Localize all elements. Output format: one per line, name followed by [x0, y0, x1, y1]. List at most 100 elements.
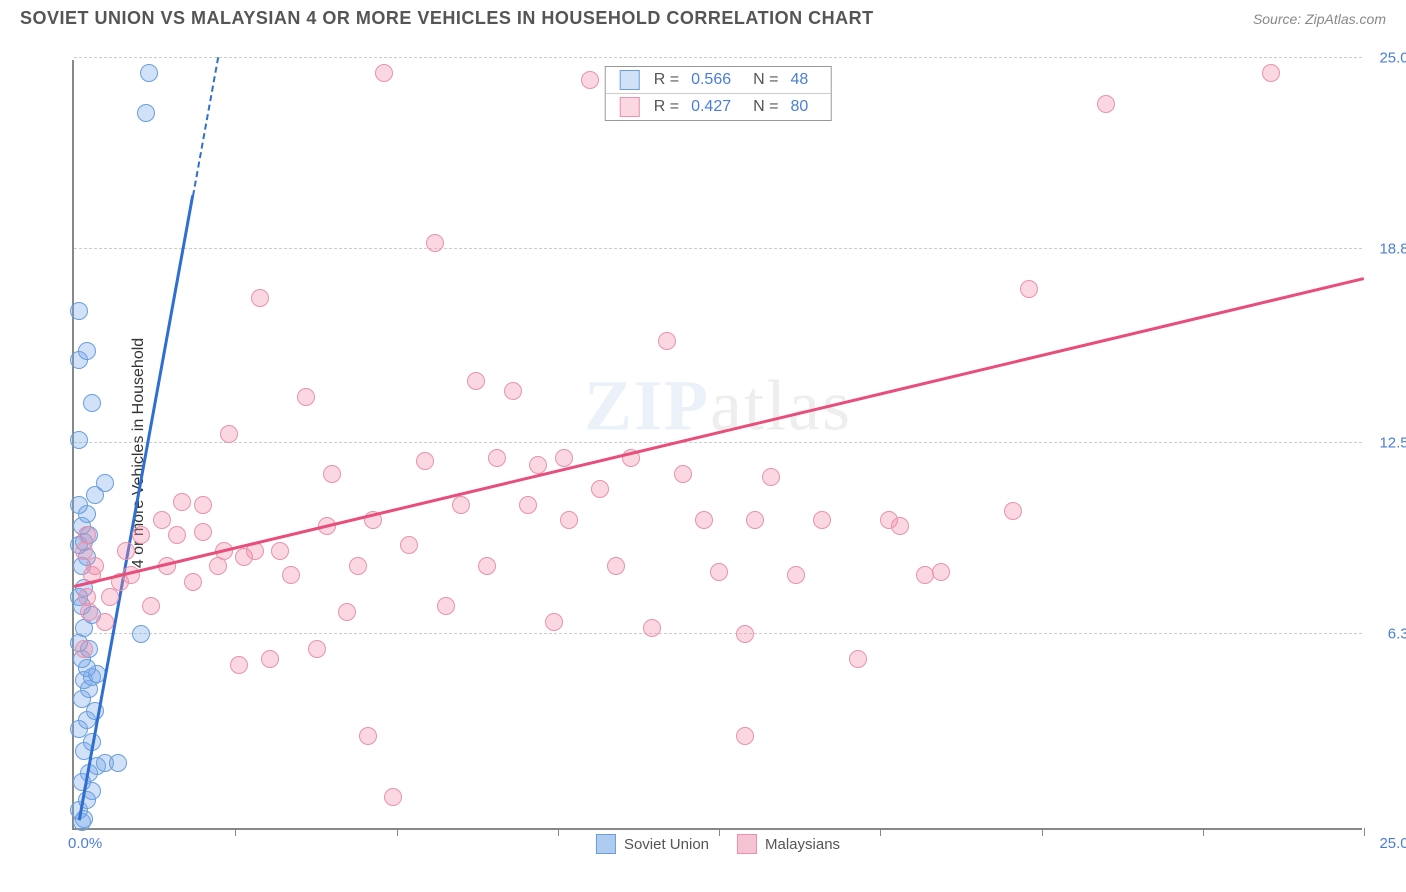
scatter-point: [519, 496, 537, 514]
scatter-point: [194, 523, 212, 541]
scatter-point: [736, 625, 754, 643]
scatter-point: [384, 788, 402, 806]
scatter-point: [932, 563, 950, 581]
scatter-point: [297, 388, 315, 406]
scatter-point: [607, 557, 625, 575]
scatter-point: [1097, 95, 1115, 113]
scatter-point: [96, 474, 114, 492]
scatter-point: [545, 613, 563, 631]
x-tick: [1042, 828, 1043, 836]
scatter-point: [736, 727, 754, 745]
stat-n-value: 80: [790, 98, 808, 116]
scatter-point: [658, 332, 676, 350]
x-tick: [235, 828, 236, 836]
stat-r-label: R =: [654, 98, 679, 116]
gridline-h: [74, 442, 1362, 443]
scatter-point: [349, 557, 367, 575]
watermark: ZIPatlas: [584, 364, 852, 447]
scatter-point: [710, 563, 728, 581]
scatter-point: [813, 511, 831, 529]
stats-legend: R =0.566N =48R =0.427N =80: [605, 66, 832, 121]
scatter-point: [746, 511, 764, 529]
scatter-point: [70, 302, 88, 320]
legend-label: Soviet Union: [624, 836, 709, 853]
gridline-h: [74, 57, 1362, 58]
scatter-point: [75, 542, 93, 560]
scatter-point: [220, 425, 238, 443]
stat-r-value: 0.427: [691, 98, 731, 116]
scatter-point: [452, 496, 470, 514]
scatter-point: [137, 104, 155, 122]
x-tick: [1364, 828, 1365, 836]
chart-source: Source: ZipAtlas.com: [1253, 11, 1386, 27]
scatter-point: [787, 566, 805, 584]
scatter-point: [101, 588, 119, 606]
scatter-point: [581, 71, 599, 89]
trend-line-extrapolated: [192, 57, 219, 196]
scatter-point: [338, 603, 356, 621]
scatter-point: [437, 597, 455, 615]
scatter-point: [96, 613, 114, 631]
scatter-point: [591, 480, 609, 498]
y-tick-label: 18.8%: [1379, 240, 1406, 257]
stat-r-value: 0.566: [691, 71, 731, 89]
scatter-point: [674, 465, 692, 483]
scatter-point: [142, 597, 160, 615]
legend-swatch: [620, 70, 640, 90]
scatter-point: [891, 517, 909, 535]
scatter-point: [194, 496, 212, 514]
scatter-point: [83, 394, 101, 412]
scatter-point: [78, 342, 96, 360]
scatter-point: [504, 382, 522, 400]
plot-area: ZIPatlas 0.0% 25.0% R =0.566N =48R =0.42…: [72, 60, 1362, 830]
scatter-point: [70, 431, 88, 449]
scatter-point: [282, 566, 300, 584]
x-tick: [719, 828, 720, 836]
scatter-point: [400, 536, 418, 554]
scatter-point: [86, 557, 104, 575]
y-tick-label: 25.0%: [1379, 50, 1406, 67]
stat-n-label: N =: [753, 71, 778, 89]
chart-header: SOVIET UNION VS MALAYSIAN 4 OR MORE VEHI…: [0, 0, 1406, 33]
scatter-point: [140, 64, 158, 82]
chart-container: 4 or more Vehicles in Household ZIPatlas…: [44, 48, 1384, 858]
scatter-point: [251, 289, 269, 307]
scatter-point: [153, 511, 171, 529]
scatter-point: [1262, 64, 1280, 82]
y-tick-label: 12.5%: [1379, 435, 1406, 452]
scatter-point: [375, 64, 393, 82]
scatter-point: [849, 650, 867, 668]
x-tick: [880, 828, 881, 836]
scatter-point: [478, 557, 496, 575]
gridline-h: [74, 248, 1362, 249]
x-origin-label: 0.0%: [68, 835, 102, 852]
x-tick: [1203, 828, 1204, 836]
scatter-point: [132, 526, 150, 544]
stat-n-label: N =: [753, 98, 778, 116]
scatter-point: [75, 640, 93, 658]
x-max-label: 25.0%: [1379, 835, 1406, 852]
scatter-point: [488, 449, 506, 467]
stat-r-label: R =: [654, 71, 679, 89]
legend-label: Malaysians: [765, 836, 840, 853]
scatter-point: [78, 588, 96, 606]
gridline-h: [74, 633, 1362, 634]
scatter-point: [359, 727, 377, 745]
scatter-point: [308, 640, 326, 658]
scatter-point: [261, 650, 279, 668]
scatter-point: [271, 542, 289, 560]
scatter-point: [416, 452, 434, 470]
scatter-point: [467, 372, 485, 390]
x-tick: [558, 828, 559, 836]
scatter-point: [323, 465, 341, 483]
scatter-point: [1004, 502, 1022, 520]
scatter-point: [184, 573, 202, 591]
y-tick-label: 6.3%: [1388, 625, 1406, 642]
scatter-point: [230, 656, 248, 674]
scatter-point: [529, 456, 547, 474]
legend-swatch: [737, 834, 757, 854]
legend-swatch: [620, 97, 640, 117]
scatter-point: [109, 754, 127, 772]
scatter-point: [173, 493, 191, 511]
scatter-point: [643, 619, 661, 637]
